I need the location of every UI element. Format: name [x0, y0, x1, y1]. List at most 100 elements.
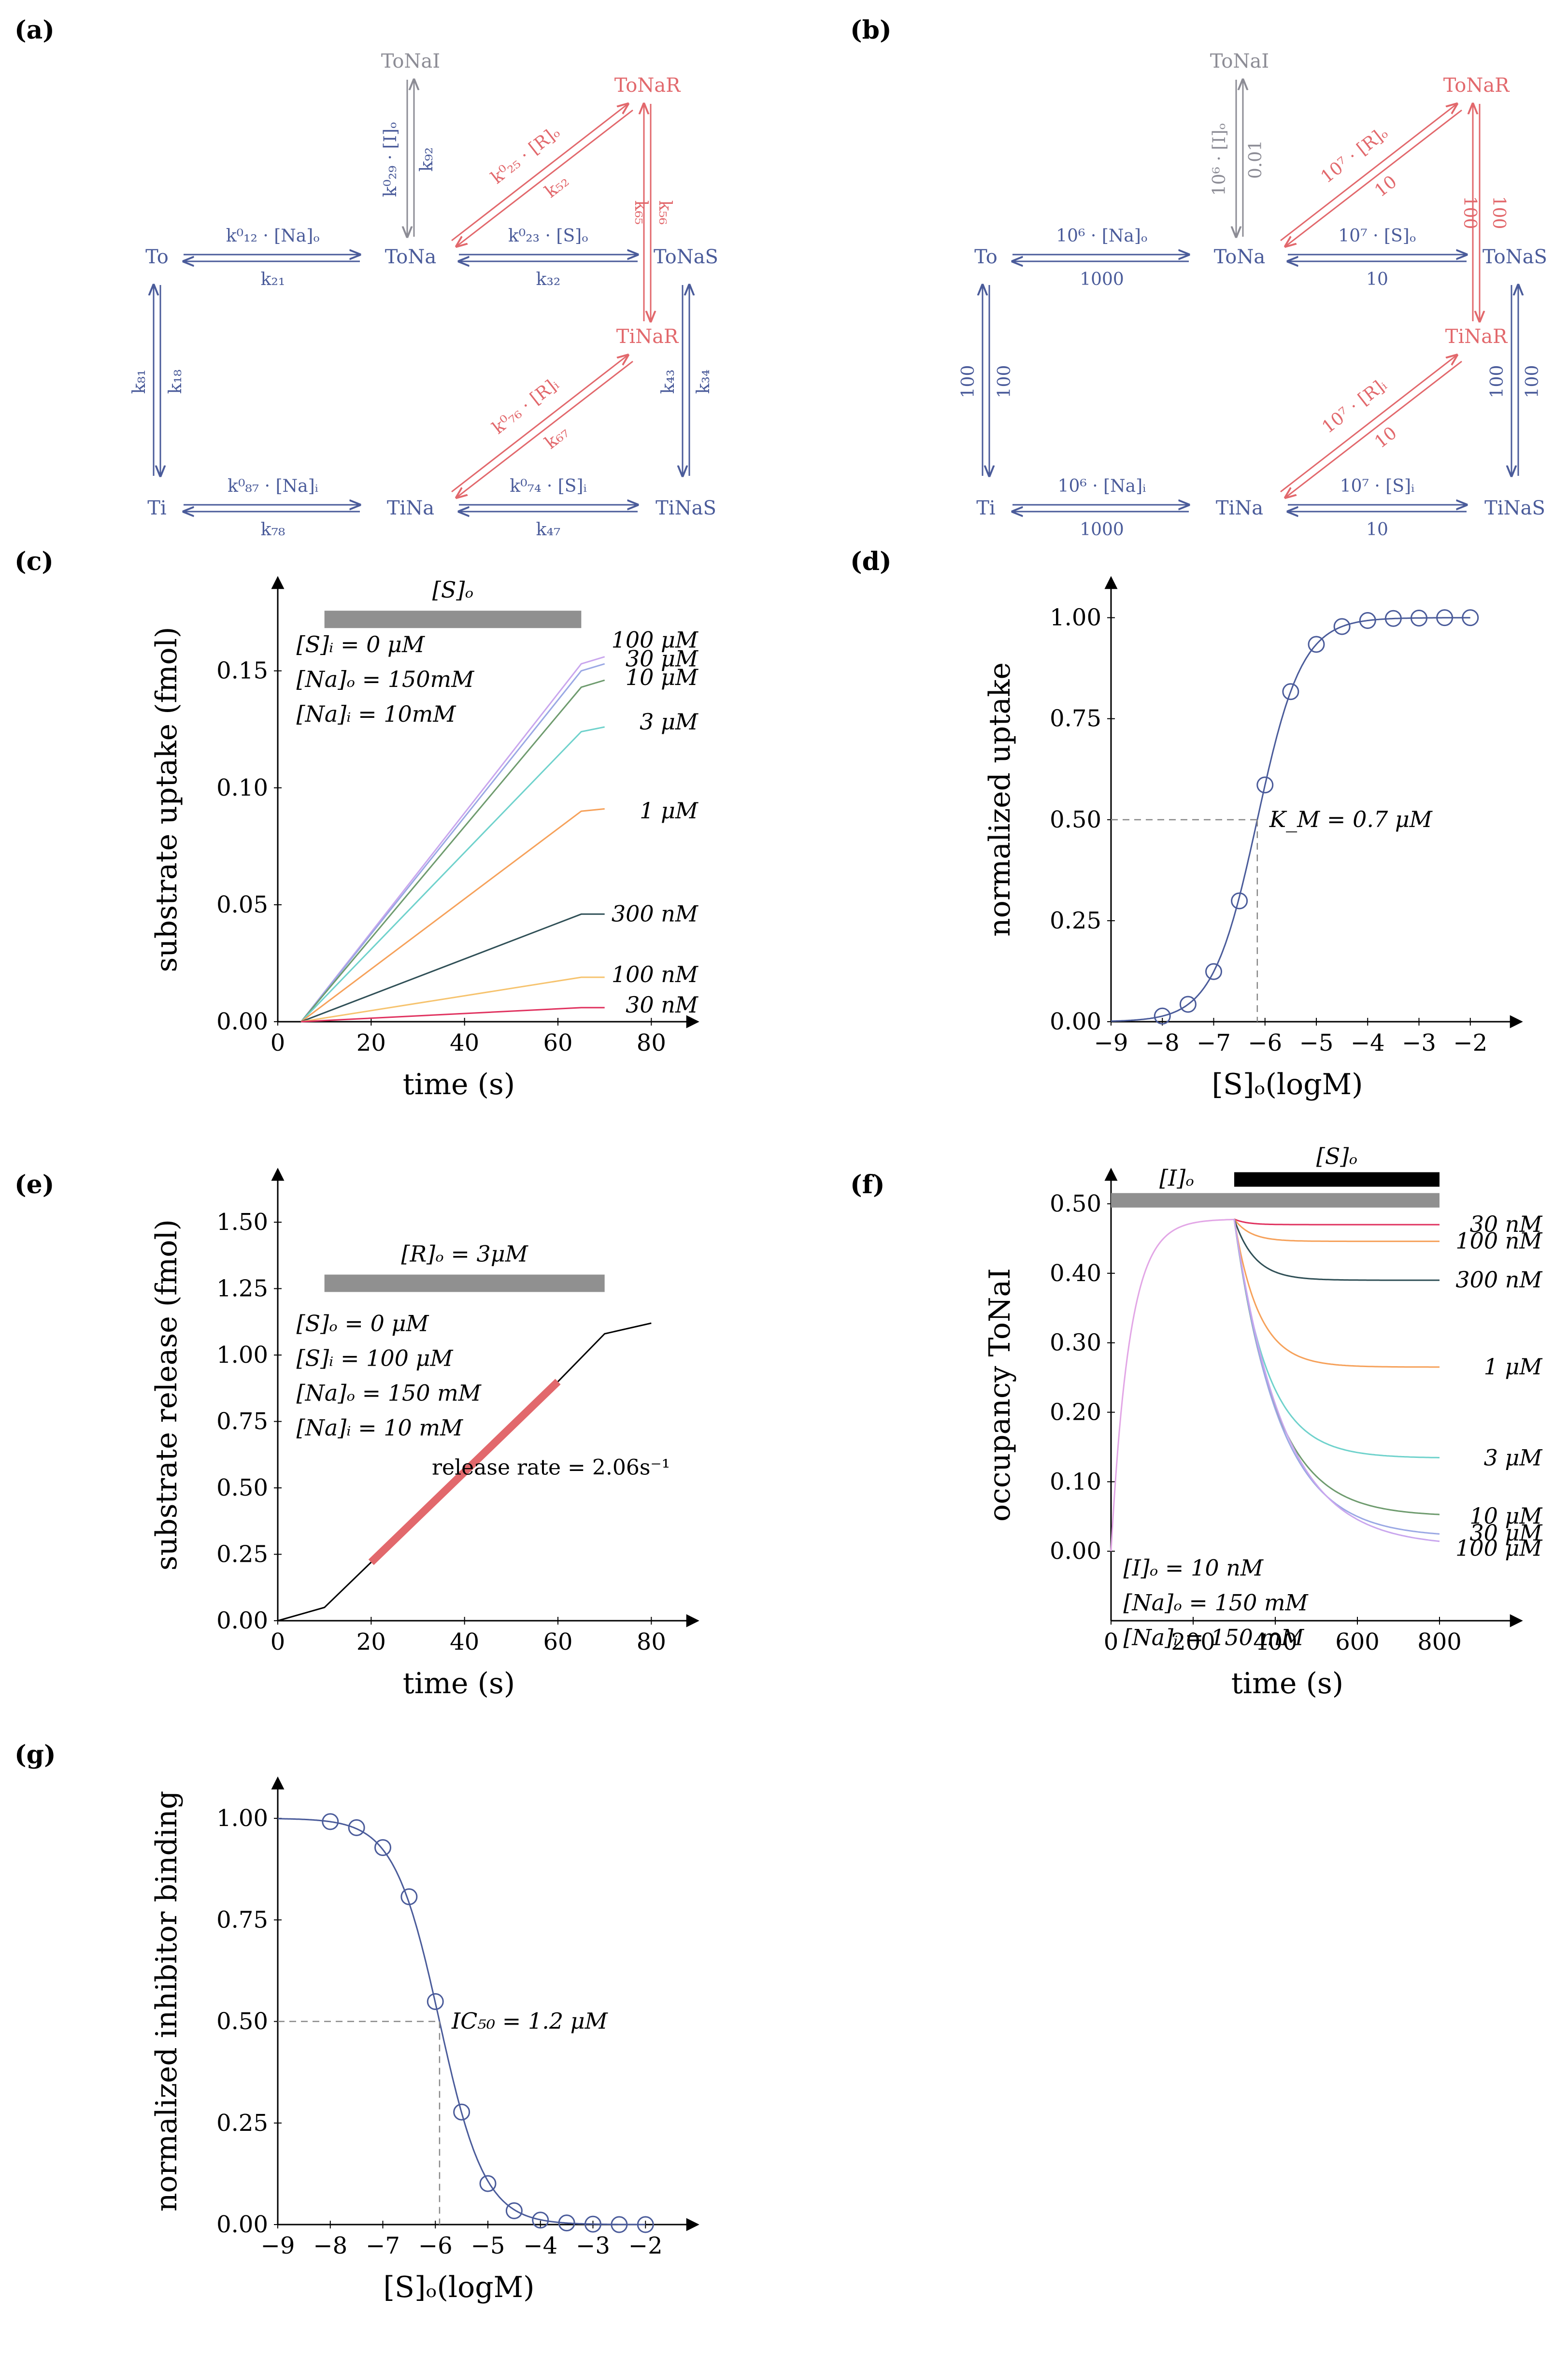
x-axis-label: [S]ₒ(logM): [383, 2270, 534, 2304]
rate-label: k⁰₇₄ · [S]ᵢ: [510, 476, 586, 496]
y-tick-label: 0.25: [216, 1541, 268, 1568]
rate-label: 100: [1489, 196, 1509, 229]
node-ToNaI: ToNaI: [381, 50, 440, 72]
data-point: [1256, 776, 1274, 794]
rate-label: 100: [958, 365, 978, 399]
series-line: [300, 913, 605, 1023]
kinetic-scheme-b: To ToNa ToNaS Ti TiNa TiNaS ToNaI ToNaR …: [958, 50, 1547, 540]
y-tick-label: 1.50: [216, 1209, 268, 1236]
node-ToNa: ToNa: [1214, 246, 1266, 268]
series-label: 100 nM: [1455, 1228, 1543, 1254]
arrow-r76: [451, 355, 628, 493]
x-tick-label: −4: [1351, 1029, 1385, 1056]
arrow-r76: [1280, 355, 1457, 493]
series-label: 100 nM: [612, 961, 699, 987]
data-point: [374, 1839, 391, 1856]
data-point: [532, 2212, 549, 2229]
y-tick-label: 0.50: [1050, 806, 1101, 833]
rate-label: k₄₇: [536, 520, 561, 540]
arrow-r25: [1280, 104, 1457, 242]
x-tick-label: 0: [271, 1029, 285, 1056]
panel-label-e: (e): [14, 1170, 54, 1199]
rate-label: k₃₄: [694, 370, 713, 394]
y-tick-label: 0.25: [216, 2110, 268, 2137]
node-To: To: [145, 246, 169, 268]
data-point: [505, 2202, 523, 2219]
x-tick-label: −3: [1402, 1029, 1436, 1056]
marker-label: IC₅₀ = 1.2 μM: [451, 2008, 609, 2034]
y-tick-label: 1.00: [1050, 604, 1101, 631]
rate-label: 10⁷ · [S]ₒ: [1338, 226, 1416, 246]
series-line: [300, 679, 605, 1022]
panel-label-b: (b): [850, 15, 892, 45]
node-TiNaR: TiNaR: [616, 326, 679, 348]
chart-substrate-uptake: 0 20 40 60 80 0.00 0.05 0.10 0.15 time (s) substra…: [150, 576, 699, 1101]
data-point: [611, 2216, 628, 2233]
inhibitor-bar-label: [I]ₒ: [1159, 1165, 1194, 1191]
x-tick-label: −5: [1299, 1029, 1334, 1056]
panel-label-a: (a): [14, 15, 55, 45]
condition-label: [S]ₒ = 0 μM: [297, 1311, 430, 1337]
x-tick-label: 800: [1417, 1628, 1462, 1656]
series-line: [301, 1007, 605, 1023]
series-line: [300, 726, 605, 1023]
releaser-bar: [324, 1274, 605, 1292]
kinetic-scheme-a: To ToNa ToNaS Ti TiNa TiNaS ToNaI ToNaR …: [129, 50, 718, 540]
rate-label: 0.01: [1246, 140, 1266, 179]
x-tick-label: 0: [271, 1628, 285, 1656]
x-tick-label: −2: [628, 2232, 663, 2259]
data-point: [1359, 612, 1376, 629]
series-line: [300, 663, 605, 1022]
rate-label: 10⁶ · [I]ₒ: [1210, 123, 1229, 196]
condition-label: [S]ᵢ = 0 μM: [297, 631, 426, 657]
node-TiNaS: TiNaS: [656, 497, 716, 519]
series-line: [1233, 1219, 1440, 1281]
node-ToNaI: ToNaI: [1210, 50, 1269, 72]
rate-label: 10⁷ · [S]ᵢ: [1340, 476, 1415, 496]
series-line: [1234, 1218, 1440, 1226]
y-tick-label: 0.40: [1050, 1260, 1101, 1287]
node-TiNaS: TiNaS: [1484, 497, 1545, 519]
y-tick-label: 1.00: [216, 1805, 268, 1832]
releaser-bar-label: [R]ₒ = 3μM: [401, 1241, 529, 1267]
series-label: 10 μM: [626, 664, 699, 690]
data-point: [637, 2216, 654, 2233]
data-point: [1154, 1007, 1171, 1025]
rate-label: k₆₅: [631, 200, 651, 225]
data-point: [453, 2103, 470, 2121]
rate-label: k₅₆: [655, 200, 675, 225]
x-axis-label: [S]ₒ(logM): [1212, 1068, 1363, 1101]
data-point: [1333, 618, 1351, 635]
node-ToNaS: ToNaS: [654, 246, 718, 268]
chart-inhibitor-binding: −9 −8 −7 −6 −5 −4 −3 −2 0.00 0.25 0.50 0.75 1.00 [S]ₒ…: [150, 1776, 699, 2304]
y-axis-label: normalized inhibitor binding: [150, 1791, 184, 2212]
data-point: [584, 2215, 601, 2233]
data-point: [558, 2214, 575, 2232]
substrate-bar: [324, 611, 582, 628]
rate-label: 10: [1366, 270, 1388, 289]
series-line: [300, 808, 605, 1023]
node-TiNaR: TiNaR: [1445, 326, 1508, 348]
rate-label: k₅₂: [541, 171, 572, 202]
x-tick-label: −6: [1248, 1029, 1282, 1056]
x-tick-label: −9: [261, 2232, 295, 2259]
x-tick-label: −3: [576, 2232, 610, 2259]
series-label: 300 nM: [1455, 1267, 1543, 1293]
condition-label: [Na]ᵢ = 150 mM: [1124, 1625, 1305, 1651]
y-tick-label: 0.75: [216, 1906, 268, 1933]
rate-label: k₃₂: [536, 270, 561, 289]
series-line: [300, 656, 605, 1022]
rate-label: k⁰₂₉ · [I]ₒ: [381, 122, 400, 197]
data-point: [479, 2175, 497, 2192]
y-tick-label: 0.25: [1050, 907, 1101, 934]
substrate-bar-label: [S]ₒ: [1316, 1143, 1357, 1170]
data-point: [1308, 636, 1325, 653]
data-point: [1282, 683, 1299, 700]
marker-label: K_M = 0.7 μM: [1269, 806, 1433, 832]
node-ToNaS: ToNaS: [1482, 246, 1547, 268]
x-tick-label: 400: [1253, 1628, 1297, 1656]
node-Ti: Ti: [976, 497, 995, 519]
rate-label: k⁰₂₃ · [S]ₒ: [508, 226, 588, 246]
rate-label: k₂₁: [261, 270, 285, 289]
y-tick-label: 0.50: [1050, 1190, 1101, 1217]
